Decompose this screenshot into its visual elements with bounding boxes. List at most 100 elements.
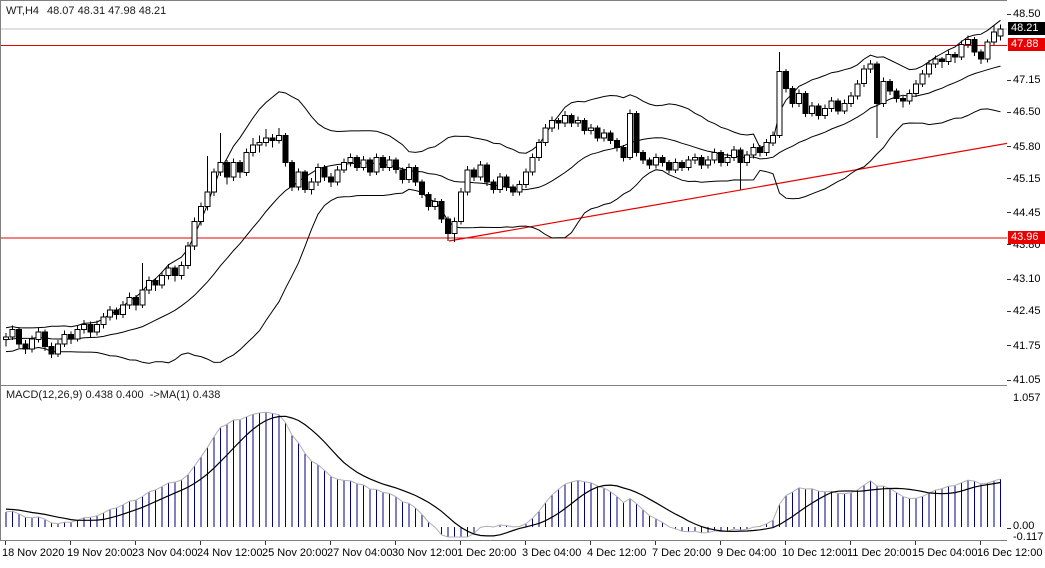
macd-axis-tick: [1007, 528, 1011, 529]
candle-body: [809, 105, 815, 114]
candle-body: [107, 309, 113, 318]
candle-body: [438, 201, 445, 220]
time-axis-label: 7 Dec 20:00: [652, 547, 712, 559]
candle-body: [848, 95, 854, 104]
candle-body: [55, 343, 61, 355]
candle-body: [48, 346, 55, 355]
candle-body: [705, 159, 711, 166]
candle-body: [997, 28, 1004, 37]
candle-body: [861, 68, 867, 85]
macd-canvas[interactable]: [1, 386, 1007, 539]
candle-body: [451, 220, 458, 235]
price-axis-label: 47.15: [1013, 74, 1041, 87]
candle-body: [464, 169, 471, 193]
candle-body: [432, 201, 438, 208]
candle-body: [113, 309, 120, 316]
candle-body: [302, 171, 308, 190]
candle-body: [211, 171, 217, 193]
candle-body: [978, 51, 984, 60]
candle-body: [263, 137, 269, 144]
symbol-timeframe-label: WT,H4: [6, 5, 39, 17]
candle-body: [61, 333, 68, 345]
price-axis-label: 46.50: [1013, 106, 1041, 119]
candle-body: [913, 83, 919, 95]
price-axis-label: 44.45: [1013, 206, 1041, 219]
price-level-badge: 47.88: [1008, 37, 1045, 51]
time-axis-label: 18 Nov 2020: [2, 547, 65, 559]
price-axis[interactable]: 48.50 47.15 46.50 45.80 45.15 44.45 43.80 43.10…: [1007, 0, 1045, 568]
candle-body: [16, 328, 22, 345]
candle-body: [588, 127, 594, 131]
candle-body: [822, 107, 828, 117]
price-axis-label: 43.10: [1013, 273, 1041, 286]
candle-body: [100, 316, 107, 326]
bollinger-middle-band: [5, 65, 1001, 341]
candle-body: [360, 159, 367, 168]
candle-body: [412, 166, 419, 183]
candle-body: [893, 90, 900, 99]
candle-body: [185, 245, 191, 267]
candle-body: [230, 161, 237, 178]
time-axis-label: 24 Nov 12:00: [197, 547, 263, 559]
candle-body: [666, 161, 672, 171]
price-chart-pane[interactable]: WT,H4 48.07 48.31 47.98 48.21: [0, 0, 1008, 386]
bollinger-upper-band: [5, 19, 1001, 329]
candle-body: [601, 132, 607, 139]
candle-body: [536, 142, 542, 158]
time-axis-tick: [915, 541, 916, 545]
time-axis-label: 27 Nov 04:00: [327, 547, 393, 559]
candle-body: [269, 137, 276, 141]
macd-indicator-pane[interactable]: MACD(12,26,9) 0.438 0.400 ->MA(1) 0.438: [0, 386, 1008, 541]
candle-body: [900, 98, 906, 102]
candle-body: [744, 154, 750, 163]
time-axis-label: 23 Nov 04:00: [132, 547, 198, 559]
price-axis-tick: [1007, 345, 1011, 347]
price-axis-tick: [1007, 178, 1011, 180]
time-axis-tick: [785, 541, 786, 545]
candle-body: [984, 41, 991, 60]
price-axis-tick: [1007, 212, 1011, 214]
candle-body: [737, 149, 744, 163]
candle-body: [815, 105, 822, 117]
price-chart-canvas[interactable]: [1, 1, 1007, 385]
time-axis-tick: [200, 541, 201, 545]
trendline[interactable]: [448, 142, 1007, 242]
candle-body: [35, 331, 42, 340]
candle-body: [952, 53, 958, 58]
time-axis-tick: [460, 541, 461, 545]
price-axis-tick: [1007, 146, 1011, 148]
time-axis-tick: [850, 541, 851, 545]
candle-body: [159, 274, 165, 286]
candle-body: [887, 80, 893, 92]
time-axis-label: 1 Dec 20:00: [457, 547, 517, 559]
candle-body: [243, 152, 250, 173]
time-axis-tick: [330, 541, 331, 545]
candle-body: [133, 297, 139, 306]
candle-body: [217, 161, 224, 173]
time-axis-tick: [135, 541, 136, 545]
candle-body: [783, 71, 789, 90]
time-axis-tick: [720, 541, 721, 545]
time-axis-tick: [265, 541, 266, 545]
candle-body: [42, 331, 48, 348]
candle-body: [555, 120, 562, 124]
candle-body: [81, 324, 87, 330]
time-axis[interactable]: 18 Nov 2020 19 Nov 20:00 23 Nov 04:00 24 No…: [0, 541, 1042, 568]
candle-body: [770, 134, 776, 144]
candle-body: [835, 100, 841, 112]
candle-body: [497, 176, 503, 190]
candle-body: [796, 93, 802, 104]
candle-body: [880, 80, 887, 104]
candle-body: [776, 71, 783, 136]
candle-body: [354, 157, 360, 168]
candle-body: [510, 186, 516, 193]
candle-body: [698, 157, 705, 166]
time-axis-label: 25 Nov 20:00: [262, 547, 328, 559]
candle-body: [750, 147, 757, 156]
time-axis-tick: [655, 541, 656, 545]
candle-body: [445, 218, 451, 235]
candle-body: [529, 157, 536, 173]
candle-body: [906, 93, 913, 102]
price-axis-tick: [1007, 278, 1011, 280]
